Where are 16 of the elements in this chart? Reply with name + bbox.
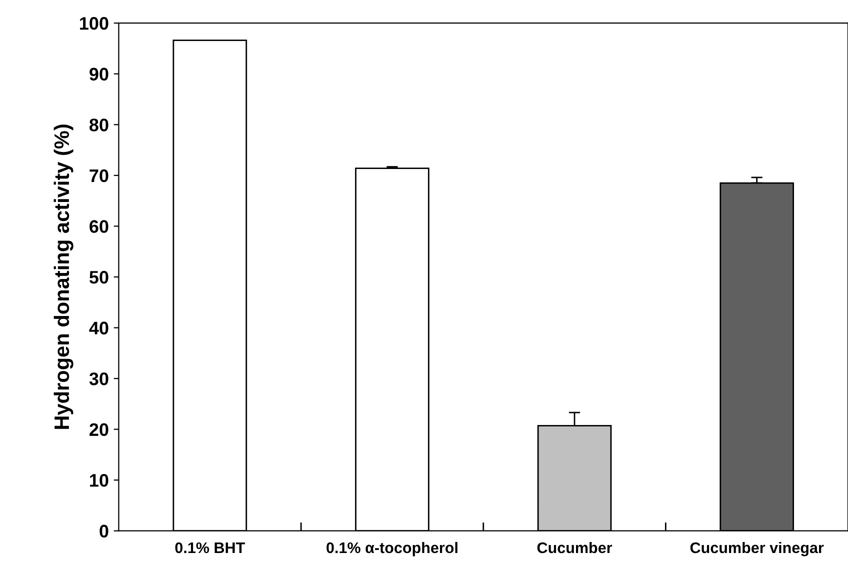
y-tick-label: 20: [90, 423, 108, 436]
y-tick-label: 0: [100, 524, 108, 538]
y-axis-title: Hydrogen donating activity (%): [54, 124, 74, 429]
y-tick-label: 100: [80, 17, 108, 30]
y-tick-label: 60: [90, 220, 108, 233]
x-tick-label: Cucumber: [537, 542, 612, 554]
x-tick-label: Cucumber vinegar: [690, 542, 824, 556]
y-tick-label: 50: [89, 270, 108, 284]
y-tick-label: 90: [90, 68, 108, 81]
y-tick-label: 40: [89, 322, 108, 334]
y-tick-label: 80: [89, 118, 108, 132]
x-tick-label: 0.1% BHT: [175, 542, 245, 554]
x-tick-label: 0.1% α-tocopherol: [326, 542, 458, 556]
y-tick-label: 70: [90, 169, 108, 182]
y-tick-label: 30: [89, 372, 108, 386]
y-tick-label: 10: [90, 474, 108, 487]
